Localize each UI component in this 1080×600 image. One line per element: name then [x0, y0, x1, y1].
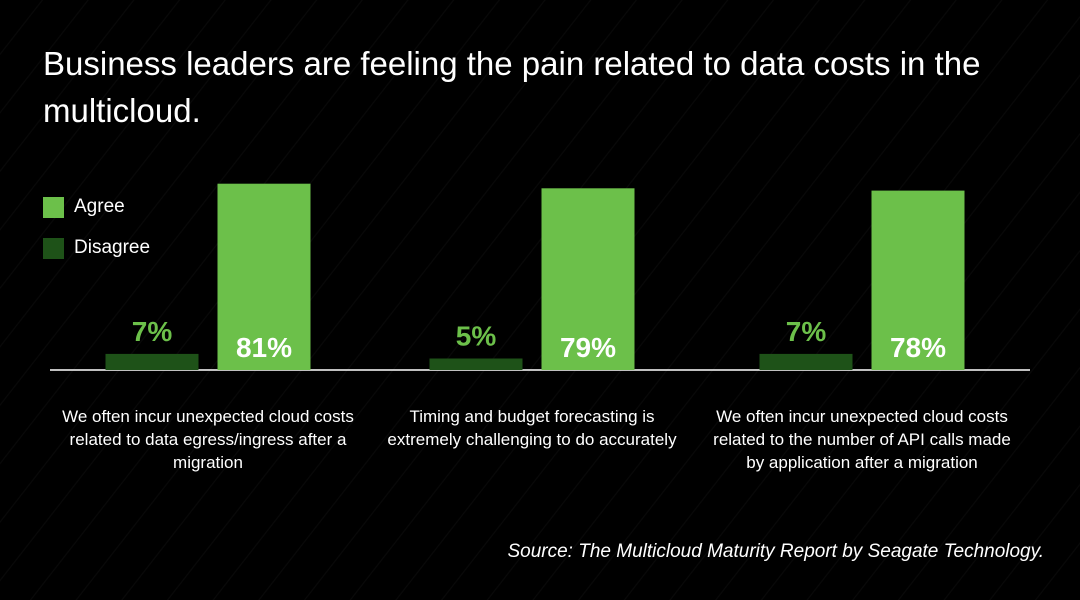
chart-legend: Agree Disagree — [43, 196, 150, 278]
legend-item-agree: Agree — [43, 196, 150, 218]
data-label-agree-2: 79% — [560, 332, 616, 363]
bar-agree-2 — [541, 188, 635, 370]
legend-item-disagree: Disagree — [43, 237, 150, 259]
chart-title: Business leaders are feeling the pain re… — [43, 45, 981, 129]
data-label-agree-1: 81% — [236, 332, 292, 363]
legend-swatch-agree — [43, 196, 64, 218]
data-label-disagree-2: 5% — [456, 321, 497, 352]
bar-agree-1 — [217, 183, 311, 370]
source-note: Source: The Multicloud Maturity Report b… — [507, 541, 1044, 562]
category-label-3: We often incur unexpected cloud costs re… — [713, 407, 1011, 472]
legend-label-agree: Agree — [74, 196, 125, 217]
category-label-1: We often incur unexpected cloud costs re… — [62, 407, 354, 472]
data-label-agree-3: 78% — [890, 332, 946, 363]
data-label-disagree-3: 7% — [786, 316, 827, 347]
bar-agree-3 — [871, 190, 965, 370]
data-label-disagree-1: 7% — [132, 316, 173, 347]
bar-disagree-1 — [105, 353, 199, 370]
legend-swatch-disagree — [43, 237, 64, 259]
bar-disagree-2 — [429, 358, 523, 370]
category-label-2: Timing and budget forecasting is extreme… — [387, 407, 677, 449]
legend-label-disagree: Disagree — [74, 237, 151, 258]
bar-disagree-3 — [759, 353, 853, 370]
